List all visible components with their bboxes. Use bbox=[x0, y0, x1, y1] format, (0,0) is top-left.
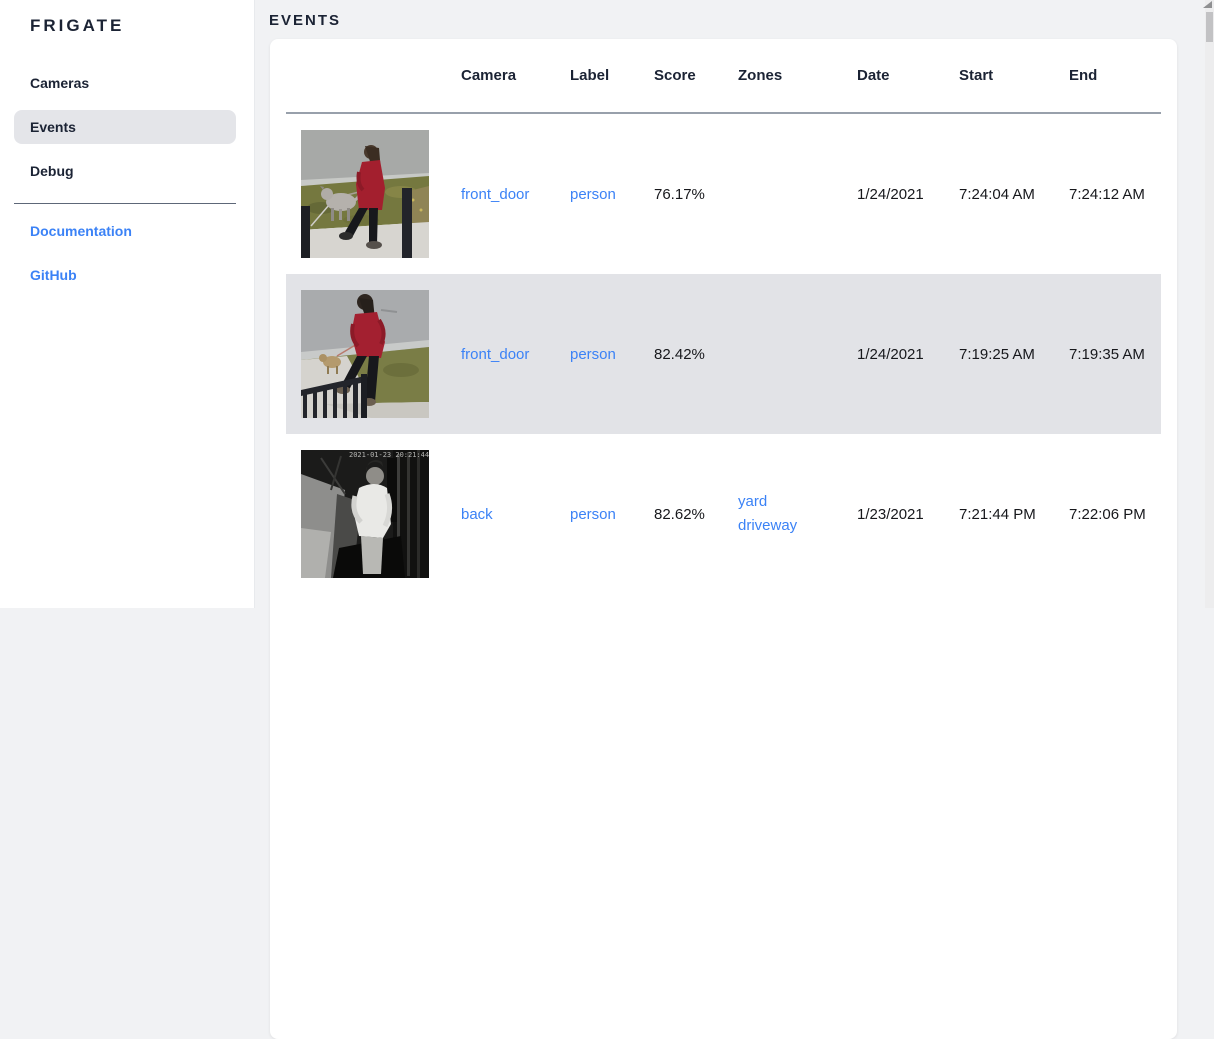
start-value: 7:24:04 AM bbox=[959, 185, 1035, 203]
scrollbar-thumb[interactable] bbox=[1206, 12, 1213, 42]
event-thumbnail[interactable] bbox=[301, 290, 429, 418]
label-link[interactable]: person bbox=[570, 505, 616, 523]
table-row[interactable]: front_door person 82.42% 1/24/2021 7:19:… bbox=[286, 274, 1161, 434]
start-value: 7:21:44 PM bbox=[959, 505, 1036, 523]
column-header-end: End bbox=[1053, 39, 1161, 114]
column-header-zones: Zones bbox=[722, 39, 841, 114]
column-header-date: Date bbox=[841, 39, 943, 114]
end-value: 7:22:06 PM bbox=[1069, 505, 1146, 523]
table-row[interactable]: front_door person 76.17% 1/24/2021 7:24:… bbox=[286, 113, 1161, 274]
sidebar: FRIGATE Cameras Events Debug Documentati… bbox=[0, 0, 255, 608]
zone-link[interactable]: driveway bbox=[738, 517, 798, 534]
camera-link[interactable]: front_door bbox=[461, 345, 530, 363]
thumbnail-illustration bbox=[301, 290, 429, 418]
thumbnail-illustration bbox=[301, 130, 429, 258]
scroll-arrow-icon bbox=[1203, 1, 1212, 8]
table-header-row: Camera Label Score Zones Date Start End bbox=[286, 39, 1161, 114]
table-row[interactable]: 2021-01-23 20:21:44 back person 82.62% y… bbox=[286, 434, 1161, 594]
sidebar-link-github[interactable]: GitHub bbox=[30, 267, 77, 283]
label-link[interactable]: person bbox=[570, 345, 616, 363]
camera-link[interactable]: front_door bbox=[461, 185, 530, 203]
end-value: 7:19:35 AM bbox=[1069, 345, 1145, 363]
svg-text:2021-01-23 20:21:44: 2021-01-23 20:21:44 bbox=[349, 451, 429, 459]
column-header-thumbnail bbox=[286, 39, 445, 114]
sidebar-nav: Cameras Events Debug bbox=[0, 66, 254, 188]
score-value: 76.17% bbox=[654, 185, 705, 203]
date-value: 1/24/2021 bbox=[857, 345, 924, 363]
camera-link[interactable]: back bbox=[461, 505, 493, 523]
page-title: EVENTS bbox=[269, 12, 342, 29]
sidebar-item-debug[interactable]: Debug bbox=[30, 163, 74, 179]
start-value: 7:19:25 AM bbox=[959, 345, 1035, 363]
thumbnail-illustration: 2021-01-23 20:21:44 bbox=[301, 450, 429, 578]
score-value: 82.42% bbox=[654, 345, 705, 363]
events-card: Camera Label Score Zones Date Start End bbox=[270, 39, 1177, 1039]
date-value: 1/24/2021 bbox=[857, 185, 924, 203]
column-header-camera: Camera bbox=[445, 39, 554, 114]
end-value: 7:24:12 AM bbox=[1069, 185, 1145, 203]
sidebar-item-events[interactable]: Events bbox=[14, 110, 236, 144]
scrollbar[interactable] bbox=[1203, 0, 1214, 608]
column-header-start: Start bbox=[943, 39, 1053, 114]
column-header-score: Score bbox=[638, 39, 722, 114]
sidebar-divider bbox=[14, 203, 236, 204]
sidebar-item-cameras[interactable]: Cameras bbox=[30, 75, 90, 91]
score-value: 82.62% bbox=[654, 505, 705, 523]
sidebar-link-documentation[interactable]: Documentation bbox=[30, 223, 132, 239]
column-header-label: Label bbox=[554, 39, 638, 114]
zones-cell: yard driveway bbox=[722, 434, 841, 594]
label-link[interactable]: person bbox=[570, 185, 616, 203]
app-title: FRIGATE bbox=[30, 16, 125, 35]
zones-cell bbox=[722, 274, 841, 434]
event-thumbnail[interactable] bbox=[301, 130, 429, 258]
main-content: EVENTS Camera Label Score Zones Date Sta… bbox=[255, 0, 1214, 1039]
sidebar-links: Documentation GitHub bbox=[0, 214, 254, 292]
zone-link[interactable]: yard bbox=[738, 493, 768, 510]
event-thumbnail[interactable]: 2021-01-23 20:21:44 bbox=[301, 450, 429, 578]
date-value: 1/23/2021 bbox=[857, 505, 924, 523]
zones-cell bbox=[722, 113, 841, 274]
events-table: Camera Label Score Zones Date Start End bbox=[286, 39, 1161, 594]
